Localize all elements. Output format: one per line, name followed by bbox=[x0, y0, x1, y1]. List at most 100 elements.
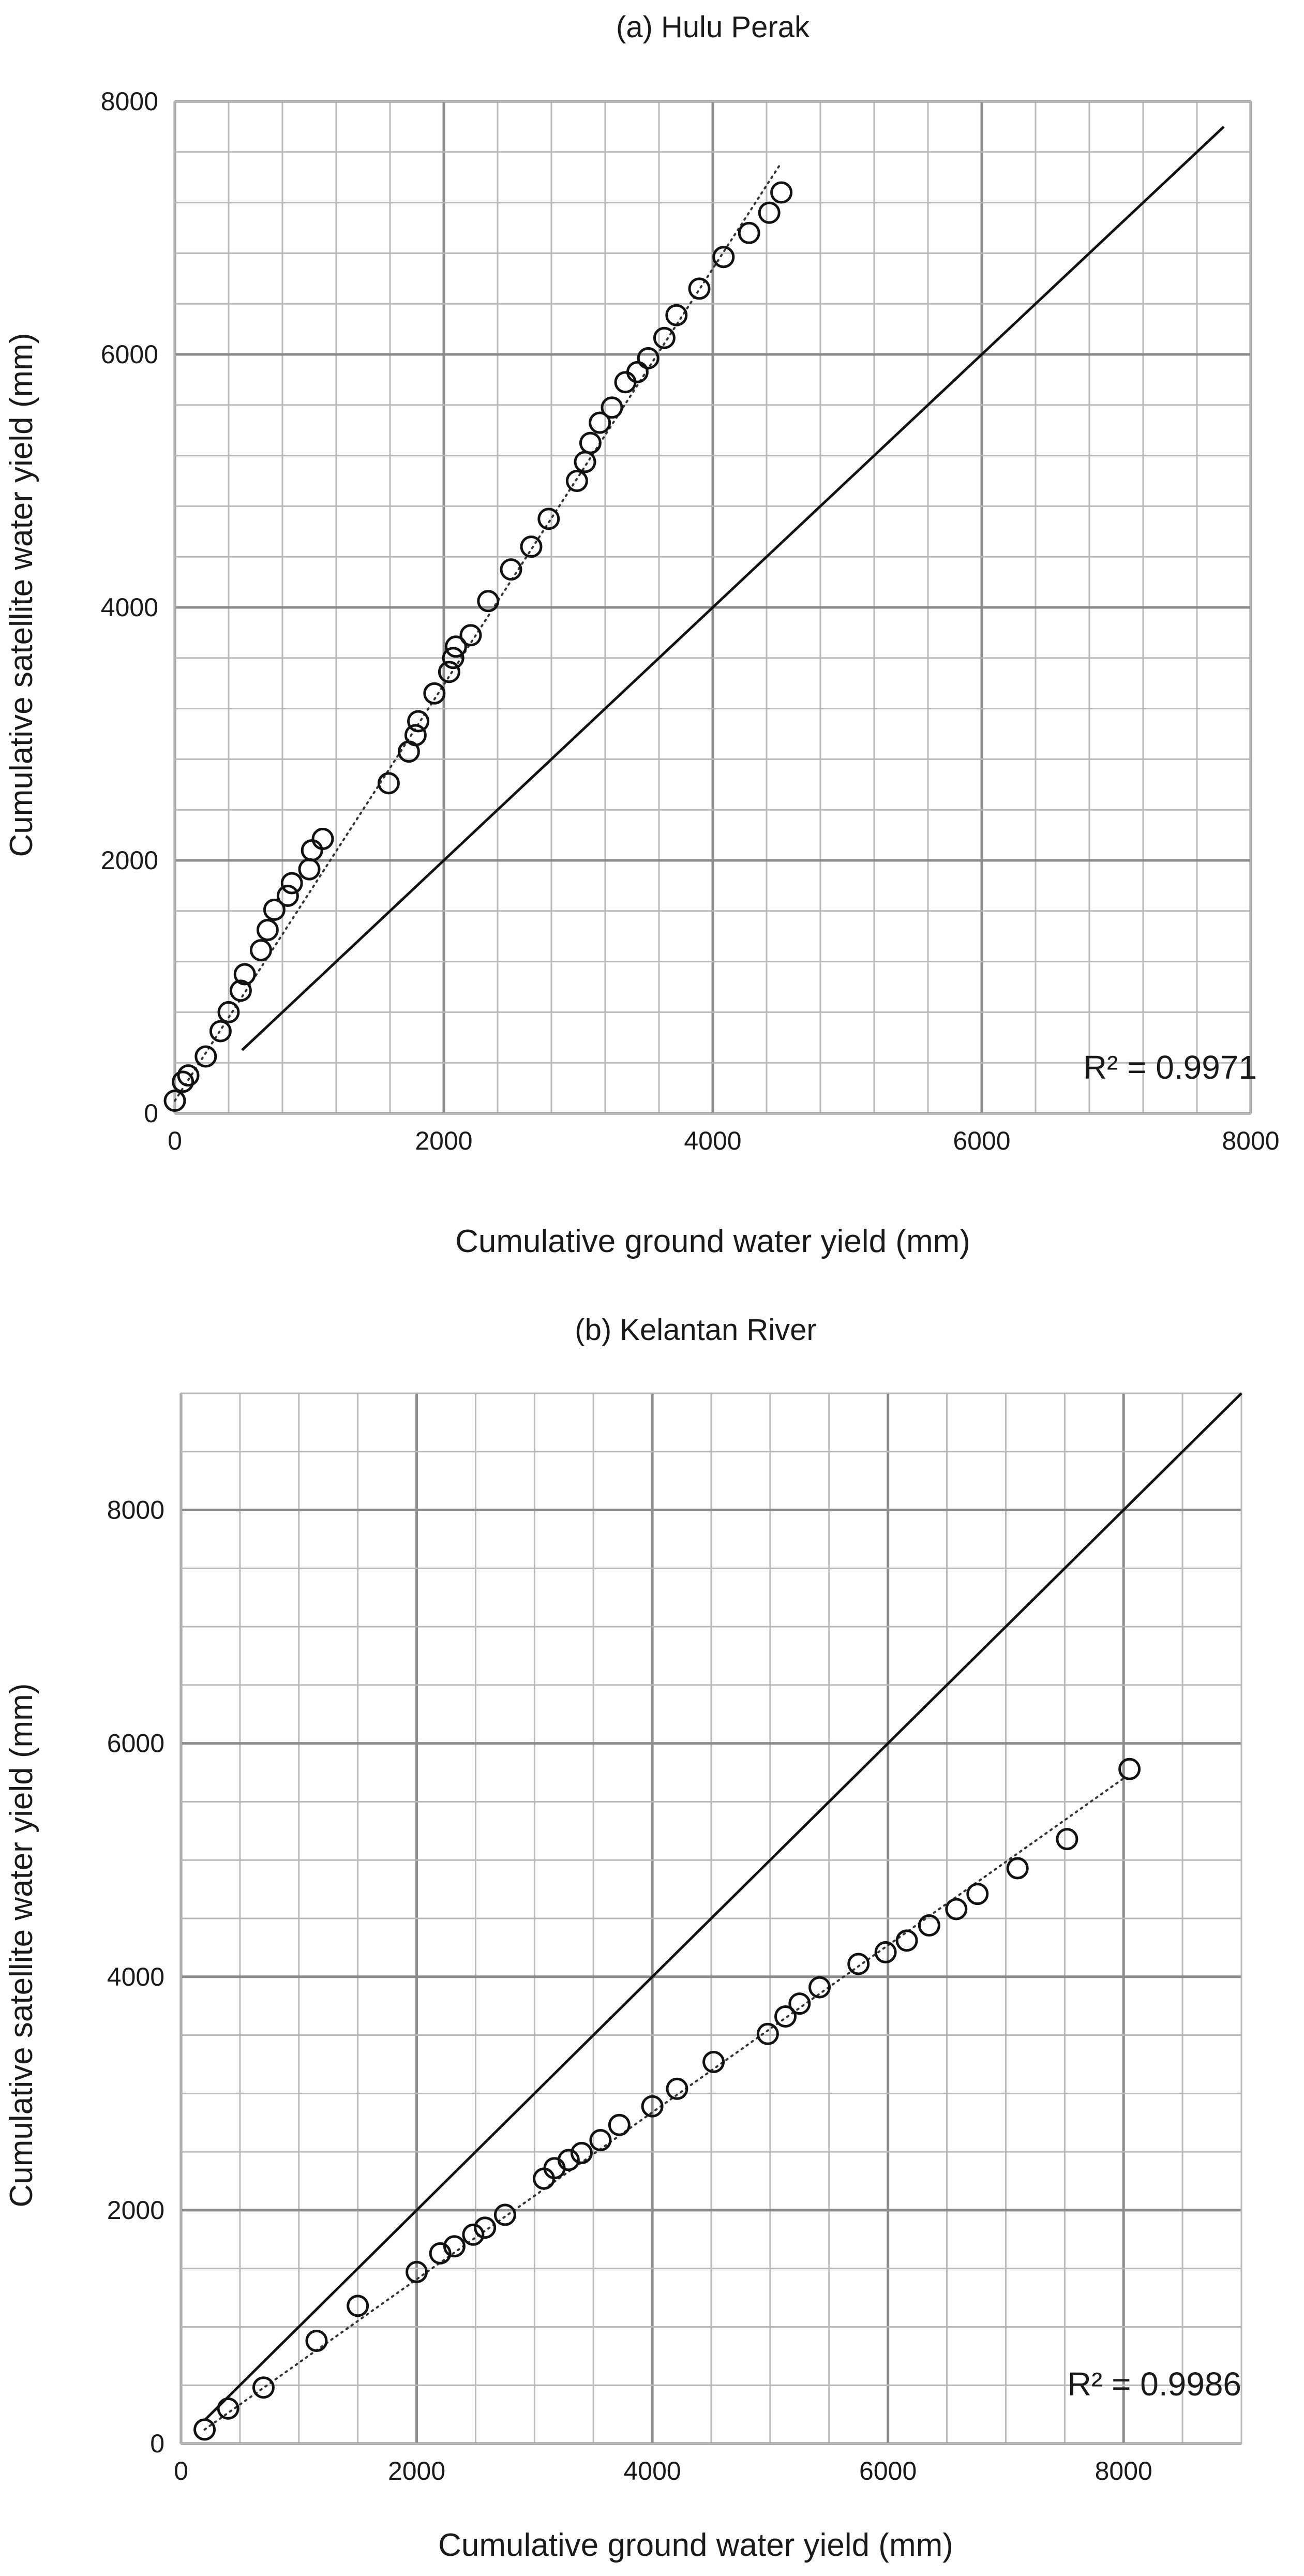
y-tick-label: 2000 bbox=[107, 2196, 164, 2225]
data-point bbox=[217, 2397, 239, 2420]
data-point bbox=[406, 2260, 428, 2283]
data-points bbox=[163, 181, 793, 1112]
data-point bbox=[918, 1914, 940, 1937]
data-point bbox=[601, 396, 623, 419]
data-point bbox=[688, 277, 711, 300]
data-point bbox=[172, 1070, 194, 1093]
r-squared-annotation: R² = 0.9971 bbox=[1083, 1049, 1257, 1086]
y-tick-label: 6000 bbox=[101, 340, 158, 369]
y-axis-label: Cumulative satellite water yield (mm) bbox=[4, 1684, 39, 2208]
x-axis-label: Cumulative ground water yield (mm) bbox=[455, 1224, 970, 1259]
data-point bbox=[311, 827, 334, 850]
trend-line bbox=[203, 1777, 1125, 2431]
data-point bbox=[252, 2376, 275, 2399]
data-point bbox=[565, 470, 588, 492]
data-point bbox=[233, 963, 256, 986]
data-point bbox=[459, 624, 482, 647]
y-tick-label: 8000 bbox=[101, 87, 158, 116]
y-tick-labels: 0 2000 4000 6000 8000 bbox=[101, 87, 158, 1128]
data-point bbox=[276, 884, 299, 907]
data-point bbox=[774, 2005, 797, 2028]
plot-area-frame bbox=[180, 1392, 1242, 2445]
data-point bbox=[444, 635, 467, 658]
data-point bbox=[666, 2077, 688, 2100]
data-point bbox=[298, 858, 321, 881]
x-tick-labels: 0 2000 4000 6000 8000 bbox=[174, 2456, 1152, 2485]
data-point bbox=[256, 918, 279, 941]
y-axis-label: Cumulative satellite water yield (mm) bbox=[4, 333, 39, 857]
data-point bbox=[557, 2149, 580, 2171]
data-point bbox=[756, 2022, 779, 2045]
data-point bbox=[163, 1090, 186, 1112]
grid bbox=[173, 100, 1252, 1115]
data-point bbox=[347, 2295, 369, 2317]
y-tick-labels: 0 2000 4000 6000 8000 bbox=[107, 1496, 164, 2458]
data-point bbox=[738, 221, 760, 244]
one-to-one-line bbox=[241, 126, 1225, 1051]
data-point bbox=[249, 939, 272, 962]
data-points bbox=[193, 1758, 1141, 2441]
data-point bbox=[1056, 1828, 1078, 1851]
data-point bbox=[280, 872, 303, 895]
chart-panel-hulu-perak: (a) Hulu Perak 0 2000 4000 6000 8000 0 2000 40… bbox=[4, 10, 1280, 1259]
data-point bbox=[193, 2418, 216, 2441]
data-point bbox=[788, 1992, 811, 2015]
data-point bbox=[770, 181, 793, 204]
y-tick-label: 0 bbox=[144, 1099, 158, 1128]
chart-panel-kelantan-river: (b) Kelantan River 0 2000 4000 6000 8000 0 20… bbox=[4, 1313, 1242, 2563]
data-point bbox=[407, 710, 430, 733]
y-tick-label: 8000 bbox=[107, 1496, 164, 1525]
y-tick-label: 0 bbox=[150, 2429, 164, 2458]
plot-area-frame bbox=[174, 100, 1252, 1114]
data-point bbox=[533, 2167, 556, 2190]
x-tick-label: 8000 bbox=[1222, 1126, 1279, 1155]
data-point bbox=[229, 979, 252, 1002]
trend-line bbox=[174, 163, 781, 1102]
data-point bbox=[641, 2095, 664, 2118]
data-point bbox=[966, 1883, 989, 1905]
data-point bbox=[895, 1929, 918, 1952]
data-point bbox=[614, 371, 637, 394]
data-point bbox=[500, 558, 522, 581]
data-point bbox=[579, 431, 602, 454]
x-tick-label: 6000 bbox=[859, 2456, 917, 2485]
y-tick-label: 6000 bbox=[107, 1729, 164, 1758]
x-tick-labels: 0 2000 4000 6000 8000 bbox=[168, 1126, 1280, 1155]
x-tick-label: 8000 bbox=[1095, 2456, 1152, 2485]
data-point bbox=[305, 2330, 328, 2352]
data-point bbox=[438, 661, 460, 683]
y-tick-label: 4000 bbox=[101, 593, 158, 622]
x-tick-label: 4000 bbox=[684, 1126, 741, 1155]
data-point bbox=[263, 898, 286, 921]
data-point bbox=[1118, 1758, 1141, 1780]
one-to-one-line bbox=[203, 1392, 1242, 2421]
data-point bbox=[423, 682, 446, 705]
data-point bbox=[442, 647, 464, 669]
data-point bbox=[874, 1941, 897, 1963]
data-point bbox=[209, 1020, 232, 1043]
data-point bbox=[404, 724, 427, 747]
data-point bbox=[626, 361, 649, 383]
data-point bbox=[377, 772, 400, 795]
data-point bbox=[217, 1001, 240, 1023]
data-point bbox=[945, 1898, 968, 1920]
y-tick-label: 2000 bbox=[101, 846, 158, 875]
x-axis-label: Cumulative ground water yield (mm) bbox=[438, 2527, 953, 2563]
data-point bbox=[712, 246, 735, 269]
data-point bbox=[301, 839, 323, 861]
x-tick-label: 6000 bbox=[953, 1126, 1010, 1155]
x-tick-label: 2000 bbox=[388, 2456, 445, 2485]
data-point bbox=[429, 2242, 452, 2265]
data-point bbox=[808, 1976, 831, 1999]
data-point bbox=[702, 2050, 725, 2073]
data-point bbox=[653, 326, 676, 349]
data-point bbox=[637, 347, 660, 369]
data-point bbox=[1006, 1857, 1029, 1880]
chart-title: (a) Hulu Perak bbox=[616, 10, 810, 44]
y-tick-label: 4000 bbox=[107, 1962, 164, 1991]
data-point bbox=[493, 2203, 516, 2226]
data-point bbox=[443, 2235, 466, 2258]
data-point bbox=[537, 508, 560, 530]
data-point bbox=[520, 535, 543, 558]
